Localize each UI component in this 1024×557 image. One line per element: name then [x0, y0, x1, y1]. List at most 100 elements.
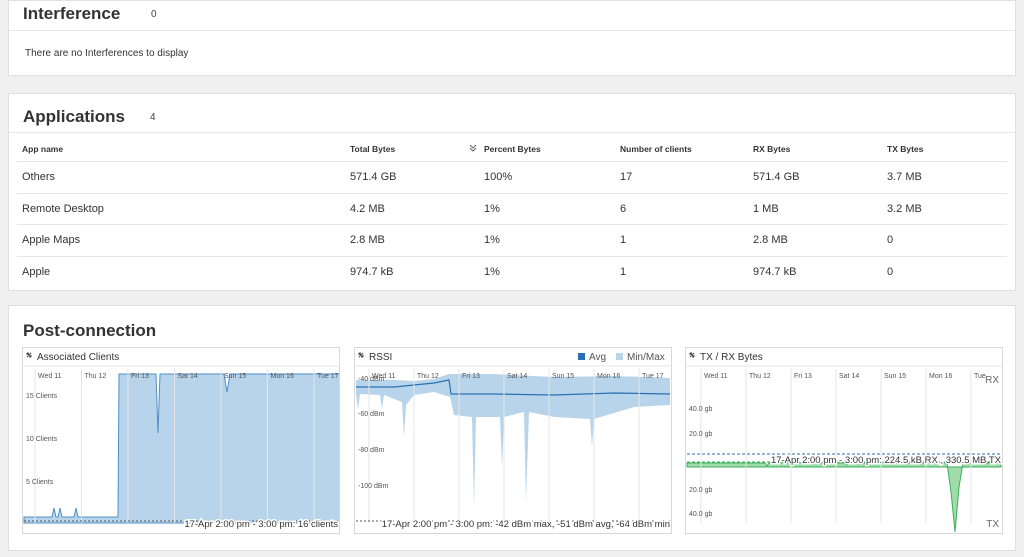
- hover-summary: 17-Apr 2:00 pm - 3:00 pm: 16 clients: [184, 519, 338, 530]
- x-tick-label: Sun 15: [884, 373, 906, 380]
- expand-icon[interactable]: [689, 352, 695, 358]
- row-separator: [17, 255, 1007, 257]
- empty-message: There are no Interferences to display: [25, 48, 189, 59]
- y-tick-label: 20.0 gb: [689, 431, 712, 438]
- table-cell: 3.2 MB: [887, 202, 922, 215]
- y-tick-label: 10 Clients: [26, 436, 58, 443]
- row-separator: [17, 161, 1007, 162]
- table-cell: 571.4 GB: [753, 171, 800, 183]
- card-frame: [22, 347, 340, 534]
- applications-panel: Applications 4 App name Total Bytes Percen…: [8, 93, 1016, 291]
- separator: [9, 132, 1015, 133]
- table-cell: 2.8 MB: [350, 234, 385, 246]
- expand-icon[interactable]: [358, 352, 364, 358]
- column-header: Percent Bytes: [484, 144, 541, 154]
- x-tick-label: Sat 14: [507, 373, 527, 380]
- panel-title: Post-connection: [23, 321, 157, 340]
- card-frame: [685, 347, 1003, 534]
- table-cell: 1%: [484, 234, 500, 246]
- table-cell: 571.4 GB: [350, 171, 397, 183]
- x-tick-label: Thu 12: [85, 373, 107, 380]
- table-cell: 17: [620, 171, 633, 183]
- table-cell: 4.2 MB: [350, 202, 385, 215]
- x-tick-label: Sun 15: [224, 373, 246, 380]
- x-tick-label: Mon 16: [271, 373, 294, 380]
- tx-area: [686, 462, 1002, 533]
- panel-count: 0: [151, 9, 157, 20]
- hover-summary: 17-Apr 2:00 pm - 3:00 pm: -42 dBm max, -…: [382, 519, 670, 530]
- column-header: App name: [22, 144, 64, 154]
- table-cell: 1%: [484, 265, 500, 278]
- x-tick-label: Tue: [974, 373, 986, 380]
- separator: [9, 30, 1015, 31]
- x-tick-label: Fri 13: [131, 373, 149, 380]
- table-cell: 1: [620, 265, 627, 278]
- legend-label: Min/Max: [627, 352, 665, 363]
- table-cell: 974.7 kB: [753, 265, 797, 278]
- chart-title: Associated Clients: [37, 352, 119, 363]
- sort-icon[interactable]: [469, 144, 477, 152]
- tx-label: TX: [986, 519, 999, 530]
- column-header: Number of clients: [620, 144, 692, 154]
- column-header: Total Bytes: [350, 144, 396, 154]
- table-cell: Others: [22, 171, 56, 183]
- column-header: RX Bytes: [753, 144, 791, 154]
- x-tick-label: Sat 14: [178, 373, 198, 380]
- rx-label: RX: [985, 375, 999, 386]
- x-tick-label: Fri 13: [462, 373, 480, 380]
- y-tick-label: 5 Clients: [26, 479, 54, 486]
- x-tick-label: Sat 14: [839, 373, 859, 380]
- panel-title: Interference: [23, 4, 121, 23]
- rssi-avg-line: [356, 379, 671, 396]
- hover-summary: 17-Apr 2:00 pm - 3:00 pm: 224.5 kB RX , …: [771, 455, 1002, 466]
- expand-icon[interactable]: [26, 352, 32, 358]
- x-tick-label: Sun 15: [552, 373, 574, 380]
- x-tick-label: Wed 11: [372, 373, 396, 380]
- x-tick-label: Mon 16: [597, 373, 620, 380]
- clients-chart: Associated Clients Wed 11 Thu 12 Fri 13 Sat …: [22, 347, 340, 534]
- panel-count: 4: [150, 112, 156, 123]
- row-separator: [17, 224, 1007, 225]
- y-tick-label: 20.0 gb: [689, 487, 712, 494]
- x-tick-label: Tue 17: [317, 373, 339, 380]
- table-cell: 0: [887, 234, 894, 246]
- table-cell: Apple: [22, 265, 51, 278]
- y-tick-label: 40.0 gb: [689, 406, 712, 413]
- chart-title: RSSI: [369, 352, 392, 363]
- y-tick-label: -80 dBm: [358, 447, 385, 454]
- y-tick-label: 15 Clients: [26, 393, 58, 400]
- table-cell: 6: [620, 202, 627, 215]
- x-tick-label: Wed 11: [38, 373, 62, 380]
- table-cell: 974.7 kB: [350, 265, 394, 278]
- table-cell: 1%: [484, 202, 500, 215]
- rssi-chart: RSSI Wed 11 Thu 12 Fri 13 Sat 14 Sun 15 Mon 16…: [354, 347, 672, 534]
- interference-panel: Interference 0 There are no Interference…: [8, 0, 1016, 76]
- x-tick-label: Thu 12: [417, 373, 439, 380]
- y-tick-label: -100 dBm: [358, 483, 389, 490]
- table-cell: 3.7 MB: [887, 171, 922, 183]
- table-cell: 1: [620, 234, 627, 246]
- table-cell: Apple Maps: [22, 234, 81, 246]
- bytes-chart: TX / RX Bytes Wed 11 Thu 12 Fri 13 Sat 14 Sun…: [685, 347, 1003, 534]
- x-tick-label: Wed 11: [704, 373, 728, 380]
- table-cell: 1 MB: [753, 202, 779, 215]
- x-tick-label: Thu 12: [749, 373, 771, 380]
- clients-area: [23, 373, 340, 524]
- table-cell: 0: [887, 265, 894, 278]
- y-tick-label: -40 dBm: [358, 376, 385, 383]
- legend-swatch: [578, 353, 585, 360]
- table-cell: Remote Desktop: [22, 202, 104, 215]
- x-tick-label: Mon 16: [929, 373, 952, 380]
- y-tick-label: -60 dBm: [358, 411, 385, 418]
- x-tick-label: Fri 13: [794, 373, 812, 380]
- column-header: TX Bytes: [887, 144, 924, 154]
- chart-title: TX / RX Bytes: [700, 352, 763, 363]
- y-tick-label: 40.0 gb: [689, 511, 712, 518]
- legend-swatch: [616, 353, 623, 360]
- table-cell: 100%: [484, 171, 513, 183]
- rssi-minmax-area: [356, 374, 670, 507]
- row-separator: [17, 192, 1007, 194]
- legend-label: Avg: [589, 352, 606, 363]
- x-tick-label: Tue 17: [642, 373, 664, 380]
